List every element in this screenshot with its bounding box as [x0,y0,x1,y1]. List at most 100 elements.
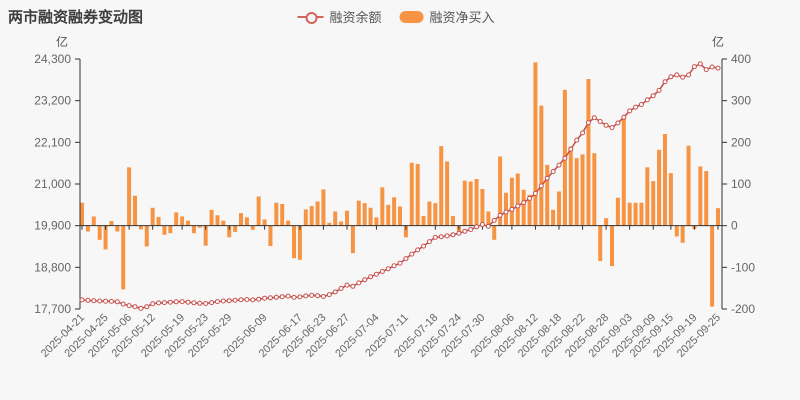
bar-96[interactable] [645,167,650,226]
bar-106[interactable] [704,171,709,226]
bar-68[interactable] [480,189,485,226]
line-marker-2[interactable] [91,298,97,304]
bar-71[interactable] [498,156,503,226]
line-marker-12[interactable] [150,301,156,307]
line-marker-75[interactable] [521,200,527,206]
bar-93[interactable] [627,202,632,226]
bar-10[interactable] [138,225,143,230]
line-marker-99[interactable] [662,79,668,85]
bar-83[interactable] [568,146,573,226]
line-marker-54[interactable] [397,260,403,266]
line-marker-62[interactable] [444,233,450,239]
line-marker-85[interactable] [580,130,586,136]
line-marker-65[interactable] [462,228,468,234]
bar-6[interactable] [115,225,120,232]
bar-60[interactable] [433,203,438,226]
bar-42[interactable] [327,222,332,226]
line-marker-96[interactable] [644,97,650,103]
bar-46[interactable] [350,225,355,254]
bar-30[interactable] [256,196,261,226]
bar-22[interactable] [209,209,214,226]
line-marker-69[interactable] [485,223,491,229]
line-marker-41[interactable] [320,294,326,299]
line-marker-47[interactable] [356,280,362,286]
line-marker-91[interactable] [615,120,621,126]
line-marker-93[interactable] [627,108,633,114]
line-marker-39[interactable] [309,292,315,298]
line-marker-15[interactable] [167,299,173,305]
line-marker-28[interactable] [244,297,250,302]
bar-103[interactable] [686,145,691,226]
line-marker-101[interactable] [674,72,680,78]
line-marker-105[interactable] [697,61,703,67]
bar-67[interactable] [474,179,479,226]
bar-108[interactable] [716,208,720,226]
bar-36[interactable] [292,225,296,259]
line-marker-66[interactable] [468,227,474,232]
bar-43[interactable] [333,211,338,226]
line-marker-45[interactable] [344,282,350,288]
bar-57[interactable] [415,164,420,226]
bar-50[interactable] [374,217,379,226]
bar-48[interactable] [362,203,367,226]
line-marker-59[interactable] [426,239,432,245]
line-marker-49[interactable] [368,274,374,280]
bar-98[interactable] [657,149,662,226]
bar-17[interactable] [180,216,185,226]
bar-41[interactable] [321,189,326,226]
bar-33[interactable] [274,202,279,226]
line-marker-27[interactable] [238,297,244,303]
bar-21[interactable] [203,225,208,246]
bar-91[interactable] [615,197,620,226]
line-marker-22[interactable] [209,300,215,306]
bar-54[interactable] [398,206,402,226]
bar-25[interactable] [227,225,232,238]
bar-94[interactable] [633,202,638,226]
line-marker-1[interactable] [85,297,91,303]
line-marker-11[interactable] [144,304,150,310]
bar-79[interactable] [545,164,550,226]
line-marker-100[interactable] [668,74,674,80]
bar-3[interactable] [97,225,102,240]
bar-84[interactable] [574,158,579,226]
line-marker-29[interactable] [250,297,256,303]
line-marker-104[interactable] [691,64,697,70]
bar-107[interactable] [710,225,715,307]
line-marker-35[interactable] [285,293,291,299]
line-marker-92[interactable] [621,114,627,120]
line-marker-88[interactable] [597,119,603,124]
line-marker-55[interactable] [403,256,409,262]
line-marker-5[interactable] [108,298,114,304]
bar-72[interactable] [504,192,508,226]
line-marker-56[interactable] [409,251,415,257]
line-marker-79[interactable] [544,175,550,181]
line-marker-32[interactable] [267,295,273,301]
bar-105[interactable] [698,166,703,226]
line-marker-52[interactable] [385,266,391,272]
bar-70[interactable] [492,225,497,240]
line-marker-51[interactable] [379,269,385,274]
balance-line[interactable] [79,61,721,311]
bar-18[interactable] [186,220,190,226]
line-marker-6[interactable] [114,299,120,305]
bar-89[interactable] [604,218,609,226]
line-marker-46[interactable] [350,283,356,289]
line-marker-81[interactable] [556,162,562,168]
bar-100[interactable] [668,173,673,226]
bar-69[interactable] [486,211,491,226]
bar-99[interactable] [663,134,667,226]
bar-56[interactable] [409,162,414,226]
bar-101[interactable] [674,225,679,237]
bar-1[interactable] [85,225,90,232]
bar-35[interactable] [286,220,291,226]
line-marker-95[interactable] [638,102,644,107]
line-marker-77[interactable] [532,191,538,196]
bar-65[interactable] [462,180,467,226]
bar-13[interactable] [156,216,161,226]
line-marker-102[interactable] [680,74,686,80]
bar-90[interactable] [610,225,614,267]
line-marker-36[interactable] [291,294,297,300]
bar-7[interactable] [121,225,126,290]
line-marker-58[interactable] [421,243,427,249]
bar-23[interactable] [215,215,220,226]
